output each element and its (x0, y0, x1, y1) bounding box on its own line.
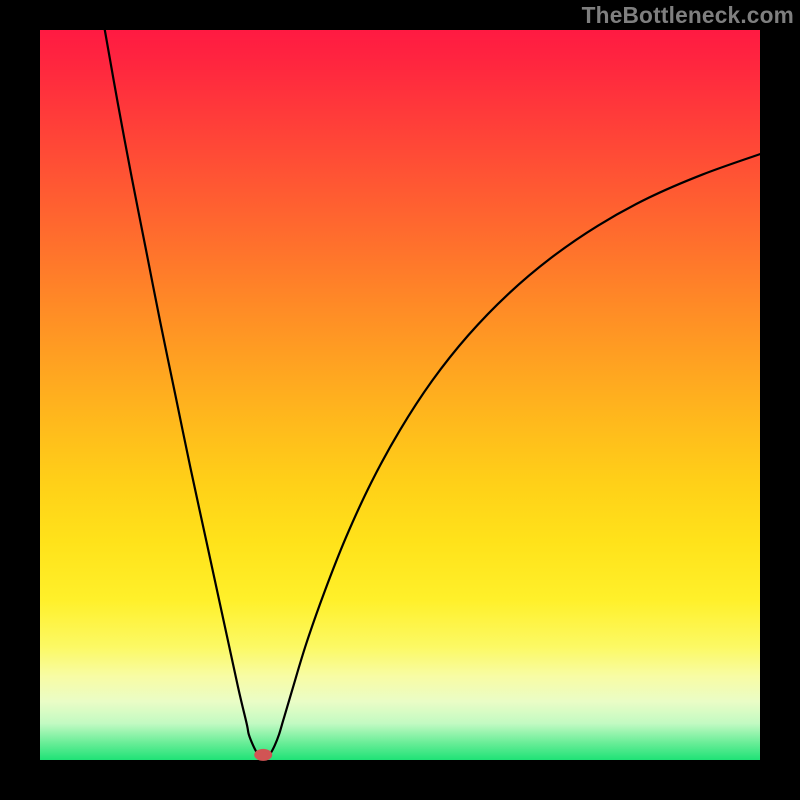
bottleneck-chart (0, 0, 800, 800)
chart-container: TheBottleneck.com (0, 0, 800, 800)
optimal-point-marker (254, 749, 272, 761)
watermark-text: TheBottleneck.com (582, 2, 794, 29)
chart-plot-area (40, 30, 760, 760)
